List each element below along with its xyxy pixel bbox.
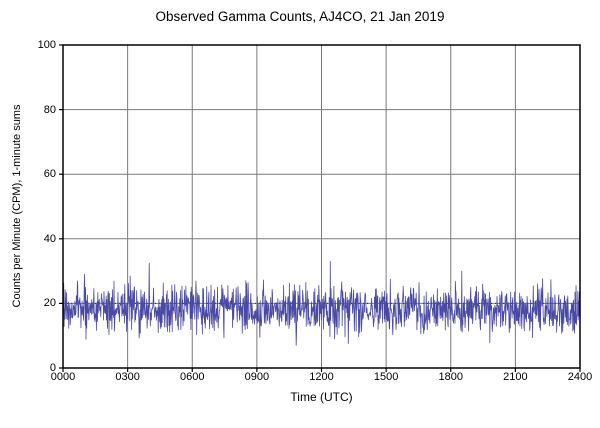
y-tick-label: 80 — [43, 103, 56, 116]
y-tick-label: 100 — [37, 39, 56, 51]
y-tick-label: 60 — [43, 168, 56, 181]
x-tick-label: 1200 — [309, 371, 334, 383]
chart-title: Observed Gamma Counts, AJ4CO, 21 Jan 201… — [155, 9, 445, 24]
x-tick-label: 0600 — [180, 371, 205, 383]
x-tick-label: 1500 — [373, 371, 399, 383]
y-axis-label: Counts per Minute (CPM), 1-minute sums — [11, 104, 23, 308]
y-tick-label: 0 — [49, 362, 56, 374]
x-tick-label: 0900 — [244, 371, 270, 383]
y-tick-label: 20 — [43, 297, 56, 310]
x-tick-label: 2100 — [503, 371, 528, 383]
x-tick-label: 2400 — [567, 371, 593, 383]
y-tick-label: 40 — [43, 232, 56, 245]
x-tick-label: 0300 — [115, 371, 140, 383]
x-tick-label: 1800 — [438, 371, 463, 383]
x-tick-label: 0000 — [50, 371, 76, 383]
x-axis-label: Time (UTC) — [290, 390, 353, 404]
